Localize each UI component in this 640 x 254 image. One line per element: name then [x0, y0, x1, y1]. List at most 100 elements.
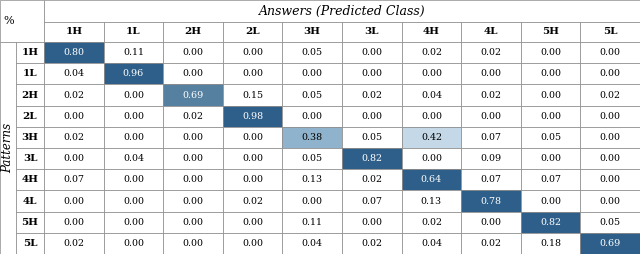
- Text: 0.00: 0.00: [600, 154, 621, 163]
- Text: 0.04: 0.04: [421, 90, 442, 100]
- Text: 0.05: 0.05: [540, 133, 561, 142]
- Bar: [104, 233, 163, 254]
- Text: 0.07: 0.07: [481, 175, 502, 184]
- Bar: [461, 212, 521, 233]
- Text: 0.07: 0.07: [540, 175, 561, 184]
- Text: 0.00: 0.00: [123, 133, 144, 142]
- Text: 0.00: 0.00: [362, 218, 382, 227]
- Bar: [580, 190, 640, 212]
- Bar: [223, 212, 282, 233]
- Text: 0.11: 0.11: [301, 218, 323, 227]
- Text: 0.80: 0.80: [63, 48, 84, 57]
- Bar: [402, 233, 461, 254]
- Text: 0.02: 0.02: [63, 90, 84, 100]
- Bar: [402, 169, 461, 190]
- Bar: [402, 22, 461, 42]
- Text: 0.42: 0.42: [421, 133, 442, 142]
- Text: 5L: 5L: [23, 239, 37, 248]
- Bar: [461, 84, 521, 106]
- Bar: [16, 212, 44, 233]
- Bar: [104, 42, 163, 63]
- Bar: [521, 63, 580, 84]
- Text: 0.00: 0.00: [540, 48, 561, 57]
- Bar: [342, 233, 402, 254]
- Bar: [342, 42, 402, 63]
- Text: 0.02: 0.02: [600, 90, 621, 100]
- Text: %: %: [4, 16, 14, 26]
- Text: 0.05: 0.05: [361, 133, 382, 142]
- Text: 2H: 2H: [184, 27, 202, 37]
- Bar: [104, 84, 163, 106]
- Bar: [44, 212, 104, 233]
- Bar: [521, 42, 580, 63]
- Bar: [104, 190, 163, 212]
- Text: 0.00: 0.00: [600, 48, 621, 57]
- Text: 0.00: 0.00: [182, 48, 204, 57]
- Text: Patterns: Patterns: [1, 123, 15, 173]
- Text: 0.02: 0.02: [63, 133, 84, 142]
- Text: 0.02: 0.02: [362, 239, 382, 248]
- Bar: [580, 212, 640, 233]
- Bar: [282, 233, 342, 254]
- Bar: [104, 63, 163, 84]
- Bar: [44, 148, 104, 169]
- Bar: [580, 148, 640, 169]
- Text: 0.00: 0.00: [600, 133, 621, 142]
- Bar: [342, 169, 402, 190]
- Bar: [402, 148, 461, 169]
- Text: 0.00: 0.00: [123, 218, 144, 227]
- Text: 0.00: 0.00: [242, 218, 263, 227]
- Text: 2H: 2H: [21, 90, 38, 100]
- Bar: [44, 127, 104, 148]
- Text: 0.02: 0.02: [421, 218, 442, 227]
- Bar: [282, 63, 342, 84]
- Bar: [16, 233, 44, 254]
- Bar: [223, 233, 282, 254]
- Bar: [16, 148, 44, 169]
- Bar: [163, 63, 223, 84]
- Bar: [521, 233, 580, 254]
- Bar: [16, 190, 44, 212]
- Text: 0.64: 0.64: [421, 175, 442, 184]
- Bar: [521, 148, 580, 169]
- Bar: [104, 106, 163, 127]
- Text: 0.00: 0.00: [481, 112, 502, 121]
- Bar: [223, 22, 282, 42]
- Bar: [16, 106, 44, 127]
- Text: 0.00: 0.00: [182, 69, 204, 78]
- Bar: [402, 190, 461, 212]
- Text: 4L: 4L: [484, 27, 499, 37]
- Bar: [44, 22, 104, 42]
- Text: 0.04: 0.04: [63, 69, 84, 78]
- Bar: [461, 233, 521, 254]
- Text: 3L: 3L: [365, 27, 379, 37]
- Bar: [163, 148, 223, 169]
- Bar: [461, 106, 521, 127]
- Bar: [16, 84, 44, 106]
- Bar: [461, 22, 521, 42]
- Text: 0.00: 0.00: [362, 48, 382, 57]
- Bar: [521, 127, 580, 148]
- Text: 0.78: 0.78: [481, 197, 502, 205]
- Bar: [580, 233, 640, 254]
- Text: 3H: 3H: [304, 27, 321, 37]
- Text: 5H: 5H: [22, 218, 38, 227]
- Bar: [580, 42, 640, 63]
- Bar: [44, 84, 104, 106]
- Text: 0.00: 0.00: [63, 154, 84, 163]
- Bar: [461, 190, 521, 212]
- Text: 2L: 2L: [22, 112, 37, 121]
- Text: 0.02: 0.02: [362, 90, 382, 100]
- Bar: [580, 63, 640, 84]
- Text: 0.00: 0.00: [182, 154, 204, 163]
- Text: 0.00: 0.00: [182, 239, 204, 248]
- Text: 0.02: 0.02: [182, 112, 204, 121]
- Text: 0.00: 0.00: [182, 218, 204, 227]
- Bar: [282, 212, 342, 233]
- Bar: [402, 84, 461, 106]
- Bar: [163, 106, 223, 127]
- Text: 0.07: 0.07: [362, 197, 382, 205]
- Text: 0.00: 0.00: [63, 112, 84, 121]
- Bar: [580, 169, 640, 190]
- Bar: [282, 148, 342, 169]
